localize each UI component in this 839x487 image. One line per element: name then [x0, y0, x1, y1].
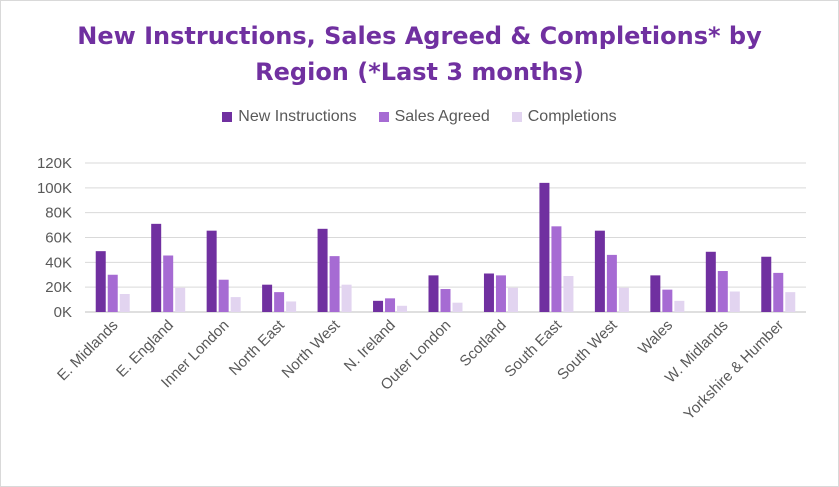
- bar-new-instructions: [317, 228, 328, 312]
- bar-sales-agreed: [163, 255, 174, 312]
- bar-sales-agreed: [606, 254, 617, 312]
- bar-completions: [674, 300, 685, 312]
- chart-gridlines: [85, 162, 806, 313]
- bar-sales-agreed: [495, 275, 506, 312]
- bar-completions: [230, 297, 241, 312]
- legend-item-sales-agreed: Sales Agreed: [378, 108, 490, 126]
- bar-sales-agreed: [662, 289, 673, 312]
- y-tick-label: 100K: [37, 180, 72, 197]
- bar-sales-agreed: [717, 271, 728, 312]
- x-tick-label: E. Midlands: [54, 317, 121, 384]
- x-tick-label: North West: [279, 316, 344, 381]
- bar-new-instructions: [151, 223, 162, 312]
- chart-title: New Instructions, Sales Agreed & Complet…: [0, 18, 839, 90]
- bar-sales-agreed: [107, 274, 118, 312]
- bar-new-instructions: [761, 256, 772, 312]
- bar-completions: [286, 301, 297, 312]
- y-tick-label: 60K: [45, 230, 72, 247]
- bar-sales-agreed: [551, 226, 562, 312]
- legend-label-completions: Completions: [527, 108, 617, 125]
- legend-label-new-instructions: New Instructions: [238, 108, 357, 125]
- y-tick-label: 120K: [37, 155, 72, 172]
- bar-new-instructions: [483, 273, 494, 312]
- x-tick-label: N. Ireland: [341, 317, 399, 375]
- bar-completions: [507, 287, 518, 312]
- legend-swatch-completions: [511, 112, 522, 122]
- bar-sales-agreed: [329, 256, 340, 312]
- chart-title-line-2: Region (*Last 3 months): [255, 58, 584, 86]
- y-tick-label: 40K: [45, 254, 72, 271]
- bar-completions: [785, 292, 796, 312]
- x-tick-label: South West: [554, 316, 621, 383]
- bar-sales-agreed: [385, 298, 396, 312]
- bar-completions: [563, 275, 574, 312]
- bar-sales-agreed: [773, 272, 784, 312]
- chart-bars: [95, 182, 796, 312]
- chart-title-line-1: New Instructions, Sales Agreed & Complet…: [77, 22, 762, 50]
- legend-item-new-instructions: New Instructions: [222, 108, 357, 126]
- x-tick-label: Yorkshire & Humber: [681, 317, 788, 424]
- bar-completions: [119, 293, 130, 312]
- legend-item-completions: Completions: [511, 108, 617, 126]
- bar-completions: [729, 291, 740, 312]
- bar-sales-agreed: [218, 279, 229, 312]
- bar-new-instructions: [373, 300, 384, 312]
- bar-completions: [175, 287, 186, 312]
- legend-label-sales-agreed: Sales Agreed: [394, 108, 490, 125]
- bar-sales-agreed: [440, 289, 451, 312]
- bar-completions: [397, 305, 408, 312]
- legend-swatch-sales-agreed: [378, 112, 389, 122]
- bar-completions: [341, 284, 352, 312]
- bar-new-instructions: [539, 182, 550, 312]
- x-tick-label: Scotland: [456, 317, 509, 370]
- bar-new-instructions: [206, 230, 217, 312]
- chart-legend: New Instructions Sales Agreed Completion…: [0, 108, 839, 126]
- bar-new-instructions: [95, 251, 106, 312]
- bar-completions: [452, 302, 463, 312]
- bar-new-instructions: [594, 230, 605, 312]
- bar-sales-agreed: [274, 292, 285, 312]
- y-axis: 0K 20K 40K 60K 80K 100K 120K: [37, 155, 72, 321]
- legend-swatch-new-instructions: [222, 112, 233, 122]
- bar-new-instructions: [650, 275, 661, 312]
- y-tick-label: 20K: [45, 279, 72, 296]
- bar-new-instructions: [705, 251, 716, 312]
- y-tick-label: 80K: [45, 205, 72, 222]
- x-tick-label: Wales: [635, 317, 676, 358]
- bar-new-instructions: [262, 284, 273, 312]
- bar-new-instructions: [428, 275, 439, 312]
- y-tick-label: 0K: [54, 304, 72, 321]
- bar-completions: [618, 287, 629, 312]
